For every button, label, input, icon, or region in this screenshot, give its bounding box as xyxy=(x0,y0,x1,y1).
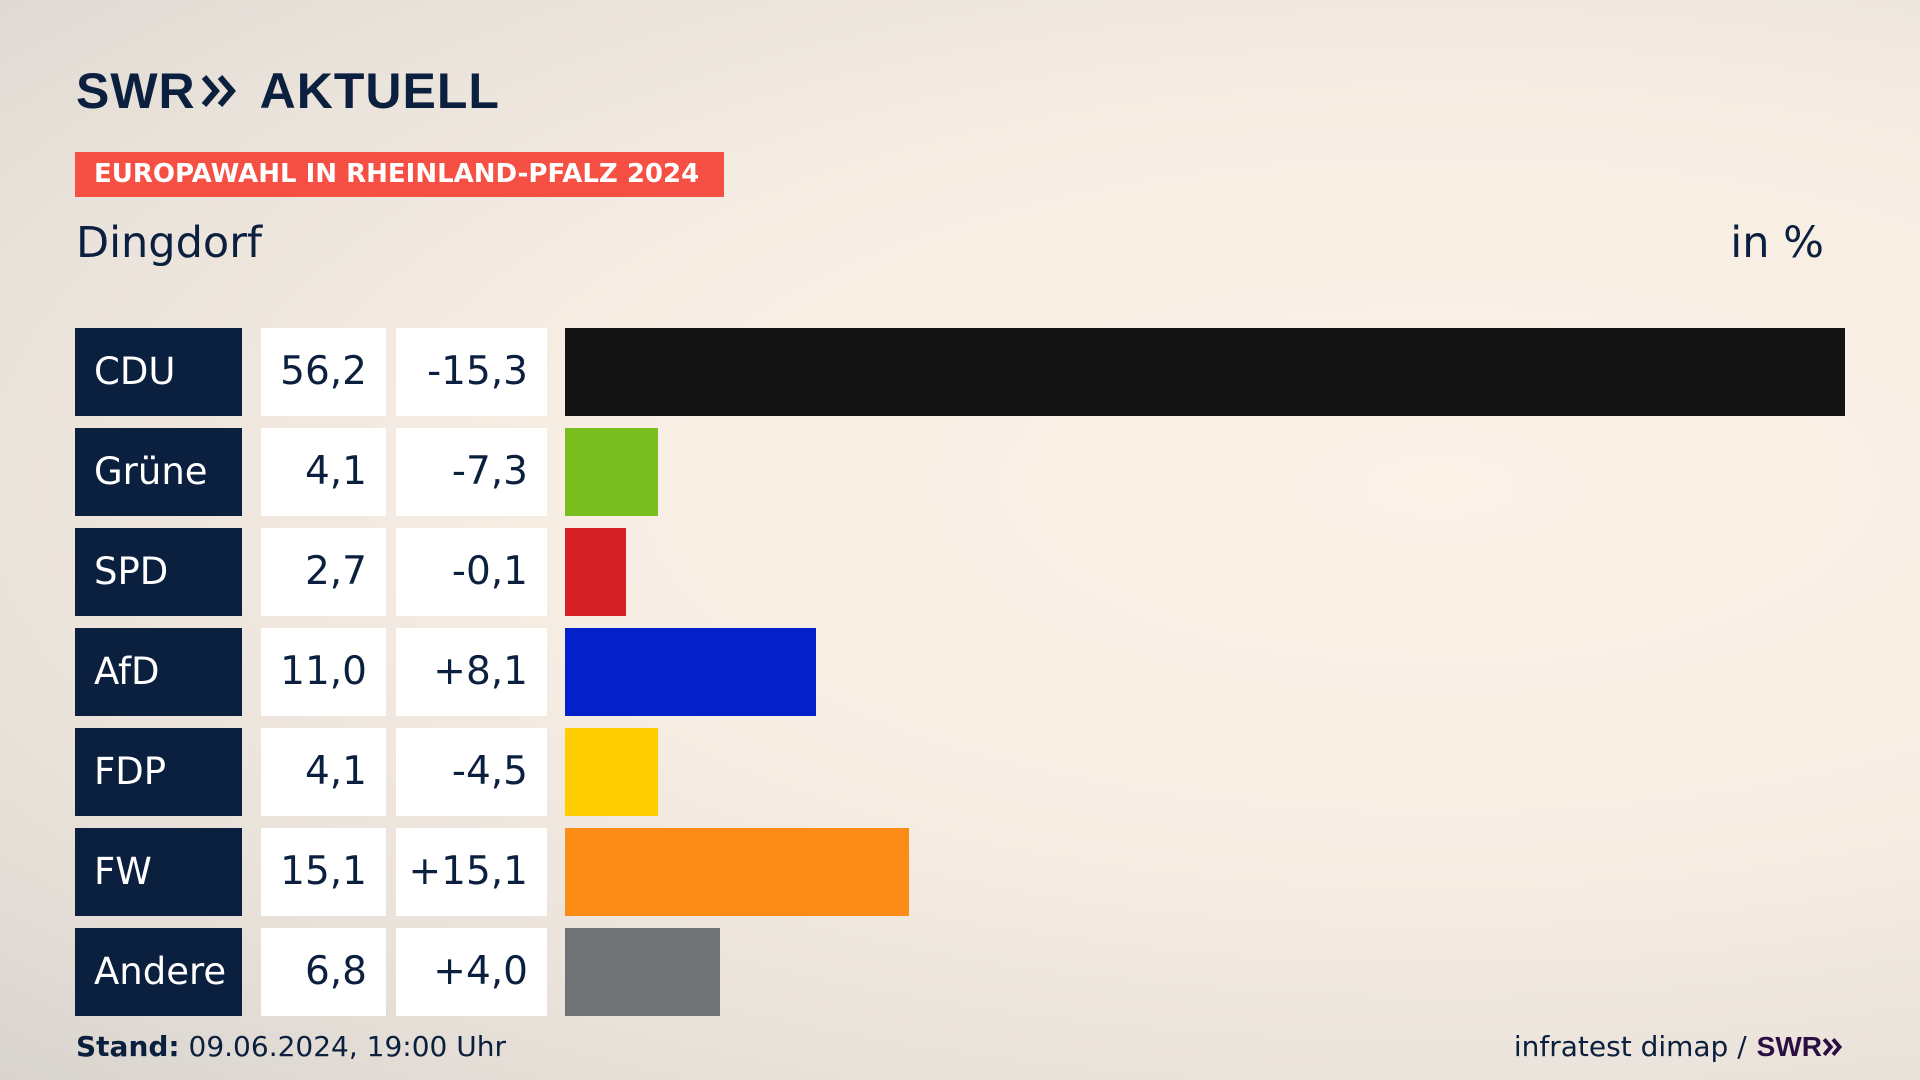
diff-label: +4,0 xyxy=(396,928,547,1016)
diff-label: +15,1 xyxy=(396,828,547,916)
bar xyxy=(565,928,720,1016)
value-label: 4,1 xyxy=(261,428,386,516)
bar xyxy=(565,828,909,916)
diff-label: -7,3 xyxy=(396,428,547,516)
swr-aktuell-logo: SWR AKTUELL xyxy=(76,62,500,120)
election-banner: EUROPAWAHL IN RHEINLAND-PFALZ 2024 xyxy=(75,152,724,197)
value-label: 56,2 xyxy=(261,328,386,416)
party-label: Andere xyxy=(75,928,242,1016)
bar xyxy=(565,628,816,716)
bar xyxy=(565,528,627,616)
result-row: SPD 2,7 -0,1 xyxy=(75,528,1845,616)
party-label: CDU xyxy=(75,328,242,416)
diff-label: -0,1 xyxy=(396,528,547,616)
result-row: AfD 11,0 +8,1 xyxy=(75,628,1845,716)
value-label: 2,7 xyxy=(261,528,386,616)
unit-label: in % xyxy=(1730,218,1824,268)
source-text: infratest dimap / xyxy=(1513,1030,1747,1063)
value-label: 4,1 xyxy=(261,728,386,816)
result-row: FDP 4,1 -4,5 xyxy=(75,728,1845,816)
stand-value: 09.06.2024, 19:00 Uhr xyxy=(188,1030,506,1063)
double-chevron-icon xyxy=(1822,1037,1843,1056)
diff-label: +8,1 xyxy=(396,628,547,716)
swr-mini-text: SWR xyxy=(1756,1030,1822,1062)
logo-swr-text: SWR xyxy=(76,63,196,119)
timestamp: Stand: 09.06.2024, 19:00 Uhr xyxy=(76,1030,506,1063)
source-credit: infratest dimap / SWR xyxy=(1514,1030,1844,1063)
party-label: AfD xyxy=(75,628,242,716)
party-label: FW xyxy=(75,828,242,916)
result-row: CDU 56,2 -15,3 xyxy=(75,328,1845,416)
value-label: 11,0 xyxy=(261,628,386,716)
bar xyxy=(565,328,1845,416)
swr-mini-logo: SWR xyxy=(1757,1031,1844,1063)
diff-label: -15,3 xyxy=(396,328,547,416)
result-row: Andere 6,8 +4,0 xyxy=(75,928,1845,1016)
chart-title: Dingdorf xyxy=(76,218,263,268)
logo-aktuell-text: AKTUELL xyxy=(259,63,500,119)
result-row: FW 15,1 +15,1 xyxy=(75,828,1845,916)
diff-label: -4,5 xyxy=(396,728,547,816)
value-label: 15,1 xyxy=(261,828,386,916)
bar xyxy=(565,428,659,516)
party-label: FDP xyxy=(75,728,242,816)
bar xyxy=(565,728,659,816)
party-label: Grüne xyxy=(75,428,242,516)
double-chevron-icon xyxy=(201,75,236,107)
party-label: SPD xyxy=(75,528,242,616)
result-row: Grüne 4,1 -7,3 xyxy=(75,428,1845,516)
stand-label: Stand: xyxy=(76,1030,180,1063)
value-label: 6,8 xyxy=(261,928,386,1016)
